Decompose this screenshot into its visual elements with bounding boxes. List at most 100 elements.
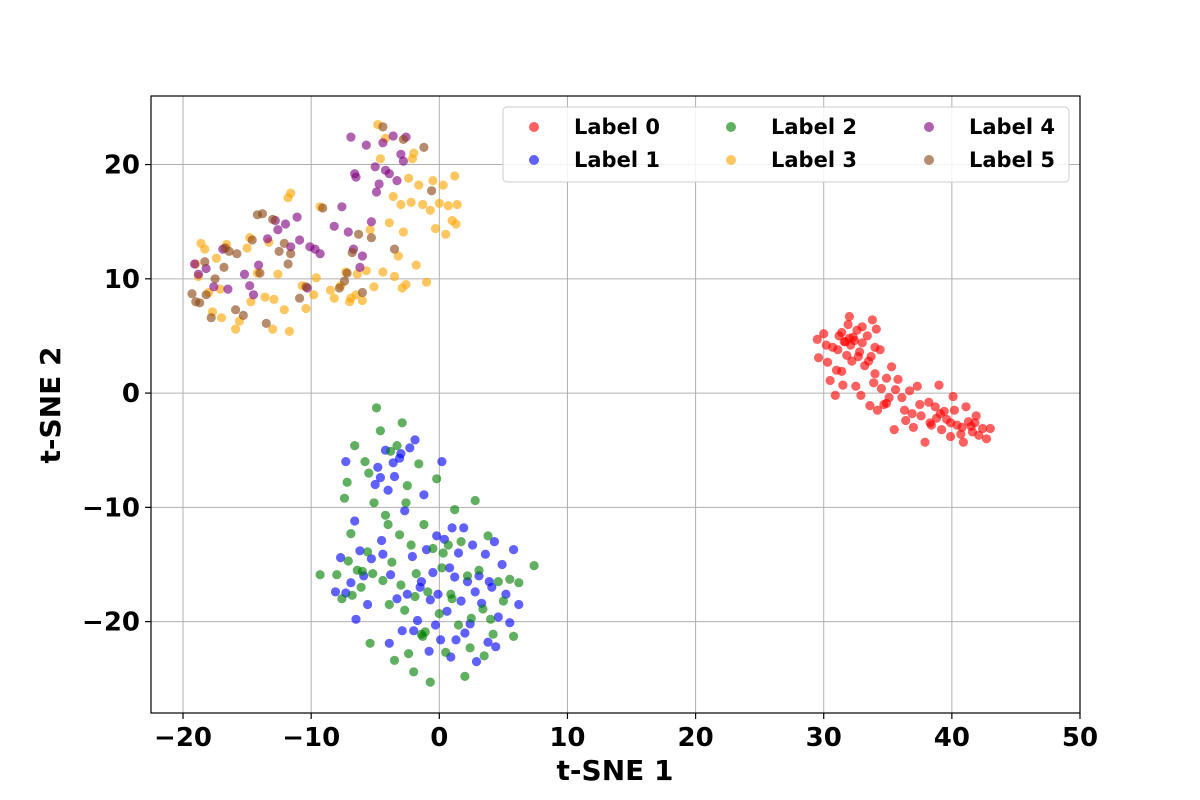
legend-label: Label 1 — [574, 148, 660, 172]
data-point — [402, 589, 412, 599]
data-point — [438, 548, 448, 558]
data-point — [347, 247, 357, 258]
data-point — [269, 294, 279, 304]
data-point — [404, 173, 414, 183]
data-point — [286, 249, 296, 259]
data-point — [946, 431, 956, 442]
y-tick-label: 10 — [104, 265, 140, 295]
data-point — [386, 570, 396, 580]
data-point — [339, 276, 350, 286]
data-point — [375, 426, 385, 436]
data-point — [908, 422, 919, 432]
data-point — [971, 411, 981, 421]
data-point — [368, 569, 378, 579]
data-point — [255, 268, 265, 278]
data-point — [491, 642, 501, 652]
series-0 — [812, 311, 995, 447]
data-point — [396, 449, 406, 459]
data-point — [407, 154, 417, 164]
data-point — [856, 390, 866, 400]
data-point — [342, 268, 352, 278]
data-point — [395, 530, 405, 540]
data-point — [387, 557, 397, 567]
data-point — [428, 543, 438, 554]
legend-label: Label 0 — [574, 115, 660, 139]
data-point — [350, 516, 360, 526]
data-point — [315, 249, 325, 259]
data-point — [451, 219, 461, 229]
data-point — [961, 402, 971, 412]
data-point — [377, 535, 387, 546]
data-point — [823, 357, 833, 367]
data-point — [388, 191, 398, 202]
data-point — [865, 401, 875, 411]
data-point — [434, 198, 444, 208]
legend-marker — [726, 122, 736, 132]
data-point — [899, 405, 910, 415]
data-point — [505, 574, 515, 584]
data-point — [432, 474, 442, 484]
x-axis-label: t-SNE 1 — [557, 754, 674, 787]
data-point — [970, 418, 980, 428]
data-point — [456, 537, 466, 547]
data-point — [231, 305, 241, 315]
data-point — [470, 495, 480, 506]
data-point — [414, 459, 424, 469]
data-point — [937, 425, 947, 435]
x-tick-label: 50 — [1062, 723, 1098, 753]
data-point — [238, 310, 248, 320]
y-tick-label: 20 — [104, 151, 140, 181]
data-point — [301, 282, 311, 292]
data-point — [890, 385, 901, 395]
data-point — [409, 626, 419, 636]
data-point — [853, 351, 863, 362]
data-point — [384, 599, 394, 610]
data-point — [974, 430, 984, 440]
data-point — [851, 381, 861, 391]
data-point — [337, 202, 347, 212]
data-point — [366, 217, 376, 227]
data-point — [383, 519, 393, 530]
data-point — [268, 324, 278, 334]
data-point — [508, 631, 519, 642]
data-point — [254, 260, 264, 270]
data-point — [949, 405, 960, 415]
data-point — [364, 468, 374, 478]
data-point — [418, 199, 428, 210]
data-point — [434, 609, 444, 619]
data-point — [410, 435, 420, 445]
data-point — [386, 446, 396, 456]
data-point — [273, 225, 283, 235]
data-point — [450, 505, 460, 515]
data-point — [830, 390, 840, 400]
data-point — [404, 649, 414, 659]
data-point — [357, 287, 367, 298]
x-tick-label: 0 — [430, 723, 448, 753]
data-point — [447, 594, 457, 604]
data-point — [383, 485, 393, 495]
data-point — [332, 570, 342, 580]
data-point — [474, 565, 484, 575]
data-point — [838, 380, 848, 390]
data-point — [219, 262, 229, 272]
data-point — [261, 318, 271, 328]
data-point — [318, 203, 328, 213]
data-point — [375, 154, 385, 164]
data-point — [436, 635, 446, 645]
data-point — [350, 441, 360, 451]
data-point — [957, 422, 967, 432]
data-point — [375, 473, 385, 483]
data-point — [869, 378, 879, 388]
x-tick-label: 20 — [677, 723, 713, 753]
data-point — [441, 647, 451, 658]
data-point — [384, 169, 394, 179]
data-point — [397, 418, 407, 428]
data-point — [925, 418, 935, 428]
x-tick-label: 40 — [934, 723, 970, 753]
data-point — [341, 457, 351, 467]
data-point — [398, 156, 408, 166]
data-point — [378, 138, 388, 148]
data-point — [459, 523, 469, 533]
data-point — [935, 409, 945, 419]
data-point — [378, 549, 388, 559]
